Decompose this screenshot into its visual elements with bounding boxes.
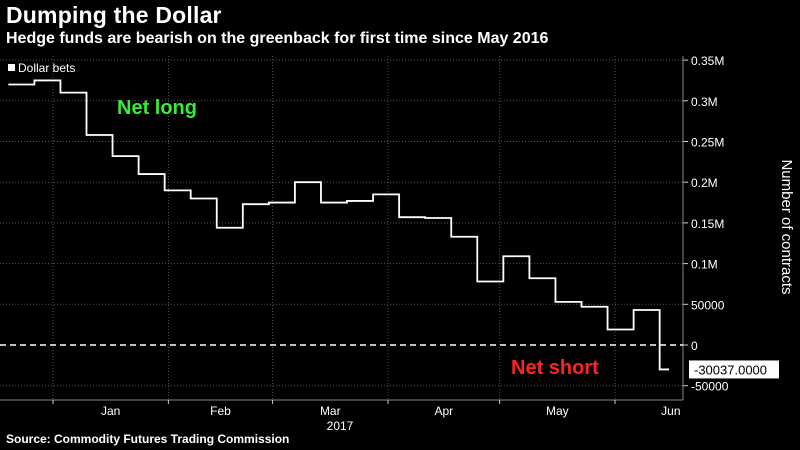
net-long-annotation: Net long xyxy=(117,97,197,119)
grid-lines xyxy=(0,56,684,401)
x-tick-label: Mar xyxy=(320,404,341,418)
y-tick-label: 0.15M xyxy=(691,217,724,231)
last-value-label: -30037.0000 xyxy=(694,362,767,377)
y-tick-label: 0.25M xyxy=(691,136,724,150)
y-tick-label: 0.3M xyxy=(691,95,718,109)
series-line-dollar-bets xyxy=(8,79,669,371)
y-tick-label: 0.35M xyxy=(691,54,724,68)
source-note: Source: Commodity Futures Trading Commis… xyxy=(6,432,290,446)
net-short-annotation: Net short xyxy=(511,357,599,379)
y-tick-label: 0.1M xyxy=(691,258,718,272)
x-tick-label: Jun xyxy=(661,404,680,418)
chart-subtitle: Hedge funds are bearish on the greenback… xyxy=(6,30,549,47)
x-tick-label: Feb xyxy=(210,404,231,418)
x-tick-label: Apr xyxy=(434,404,453,418)
x-tick-label: May xyxy=(546,404,569,418)
x-axis-label: 2017 xyxy=(327,419,354,433)
x-tick-label: Jan xyxy=(101,404,120,418)
y-axis-label: Number of contracts xyxy=(778,159,795,294)
last-value-box xyxy=(689,360,779,379)
y-tick-label: 50000 xyxy=(691,298,725,312)
x-axis: Jan Feb Mar Apr May Jun xyxy=(52,400,681,418)
legend: Dollar bets xyxy=(8,61,75,75)
legend-swatch xyxy=(8,64,15,71)
last-value-callout: -30037.0000 xyxy=(689,360,779,379)
y-tick-label: 0 xyxy=(691,339,698,353)
chart-title: Dumping the Dollar xyxy=(6,2,222,28)
y-tick-label: -50000 xyxy=(691,380,729,394)
y-tick-label: 0.2M xyxy=(691,176,718,190)
legend-label: Dollar bets xyxy=(18,61,75,75)
y-axis: 0.35M 0.3M 0.25M 0.2M 0.15M 0.1M 50000 0 -50000 xyxy=(683,54,729,394)
